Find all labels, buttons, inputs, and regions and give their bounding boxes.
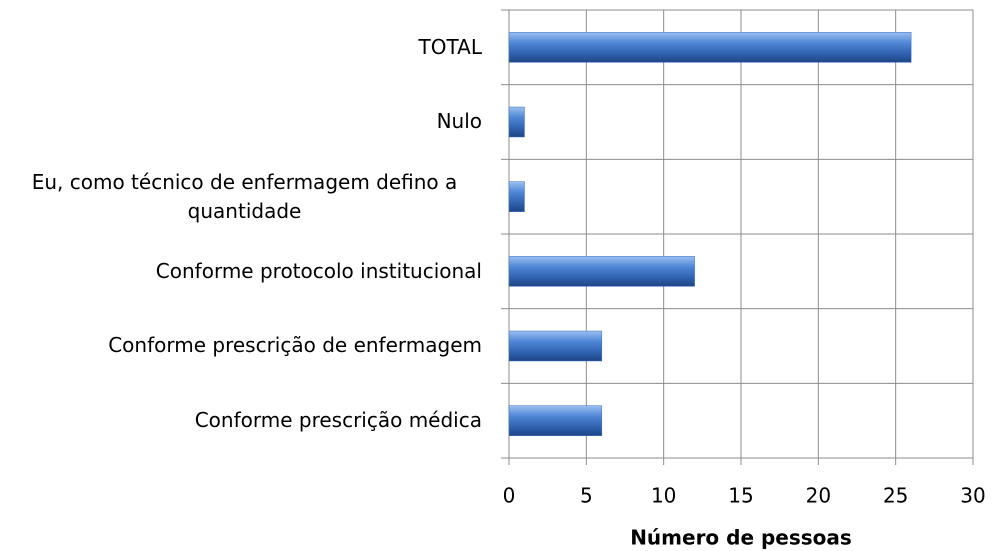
x-tick-label: 15 (728, 484, 753, 508)
y-tick-label: Conforme prescrição médica (194, 408, 482, 433)
category-label-box: TOTAL (419, 10, 482, 85)
bar (508, 256, 695, 287)
bar (508, 32, 912, 63)
bar (508, 181, 525, 212)
y-tick-label: Conforme protocolo institucional (155, 258, 482, 283)
bar (508, 330, 603, 362)
x-tick-label: 10 (651, 484, 676, 508)
category-label-box: Eu, como técnico de enfermagem defino a … (7, 159, 482, 234)
category-label-box: Conforme prescrição médica (195, 383, 482, 458)
x-tick-label: 30 (960, 484, 985, 508)
category-label-box: Nulo (437, 85, 482, 160)
bar (508, 405, 603, 436)
x-tick-label: 25 (883, 484, 908, 508)
y-tick-label: Nulo (436, 109, 482, 134)
x-tick-label: 0 (503, 484, 516, 508)
y-tick-label: Eu, como técnico de enfermagem defino a … (31, 169, 458, 223)
x-tick-label: 20 (806, 484, 831, 508)
x-tick-label: 5 (580, 484, 593, 508)
x-axis-title: Número de pessoas (630, 526, 852, 550)
y-tick-label: Conforme prescrição de enfermagem (108, 333, 482, 358)
bar (508, 106, 525, 138)
category-label-box: Conforme protocolo institucional (156, 234, 482, 309)
category-label-box: Conforme prescrição de enfermagem (108, 309, 482, 384)
y-tick-label: TOTAL (418, 34, 482, 59)
